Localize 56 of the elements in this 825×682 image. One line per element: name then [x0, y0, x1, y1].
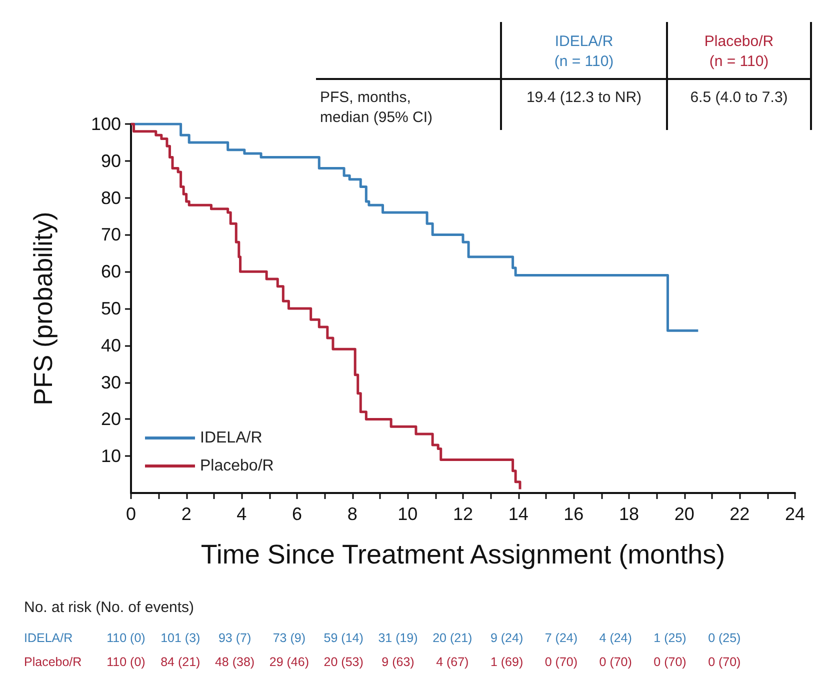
text: 4 (24): [598, 630, 633, 647]
y-tick-label: 20: [100, 409, 121, 430]
x-tick-label: 22: [730, 504, 750, 524]
x-tick-label: 8: [347, 504, 358, 524]
summary-table: IDELA/R (n = 110) Placebo/R (n = 110) PFS, months, median (95% CI) 19.4 (12.3 to NR) 6.5 (4.0 to 7.3): [316, 22, 812, 130]
text: 110 (0): [106, 655, 146, 669]
text: 48 (38): [214, 655, 255, 669]
text: Placebo/R: [24, 654, 82, 671]
text: No. at risk (No. of events): [24, 598, 194, 618]
y-axis-title: PFS (probability): [28, 212, 58, 406]
x-tick-label: 18: [618, 504, 640, 524]
y-tick-label: 30: [100, 372, 121, 392]
y-tick-label: 90: [100, 150, 121, 171]
x-tick-label: 2: [181, 504, 192, 524]
text: 93 (7): [218, 631, 252, 645]
text: 0 (25): [707, 630, 742, 647]
x-tick-label: 20: [674, 504, 694, 524]
text: IDELA/R: [24, 630, 73, 647]
text: 0 (70): [707, 654, 742, 671]
text: 1 (69): [489, 654, 524, 671]
y-tick-label: 70: [100, 224, 121, 245]
x-tick-label: 24: [784, 504, 806, 524]
text: 1 (25): [652, 630, 688, 647]
text: 0 (70): [544, 654, 579, 671]
text: 101 (3): [160, 631, 200, 645]
text: 84 (21): [160, 655, 200, 669]
text: 20 (53): [324, 655, 364, 669]
x-axis-title: Time Since Treatment Assignment (months): [200, 540, 726, 570]
text: 7 (24): [544, 630, 579, 647]
text: 59 (14): [324, 631, 364, 645]
x-tick-label: 16: [564, 504, 584, 524]
y-tick-label: 60: [100, 262, 121, 282]
x-tick-label: 0: [126, 504, 136, 524]
text: 31 (19): [378, 631, 418, 645]
text: 9 (63): [382, 655, 414, 669]
text: 73 (9): [272, 631, 306, 645]
text: 20 (21): [432, 631, 472, 645]
text: 0 (70): [652, 654, 688, 671]
y-tick-label: 50: [100, 298, 121, 318]
x-tick-label: 12: [452, 504, 474, 524]
text: 29 (46): [269, 655, 309, 669]
legend-label: IDELA/R: [200, 430, 262, 446]
legend-label: Placebo/R: [200, 458, 274, 474]
y-tick-label: 100: [90, 114, 121, 134]
text: 9 (24): [490, 631, 524, 645]
x-tick-label: 14: [508, 504, 528, 524]
x-tick-label: 6: [292, 504, 302, 524]
text: 110 (0): [106, 631, 146, 645]
x-tick-label: 10: [398, 504, 418, 524]
annotation: PFS, months, median (95% CI): [320, 88, 433, 128]
text: 0 (70): [598, 654, 633, 671]
text: 4 (67): [435, 654, 470, 671]
y-tick-label: 80: [100, 188, 121, 208]
y-tick-label: 10: [100, 446, 121, 466]
x-tick-label: 4: [236, 504, 247, 524]
y-tick-label: 40: [100, 335, 121, 356]
